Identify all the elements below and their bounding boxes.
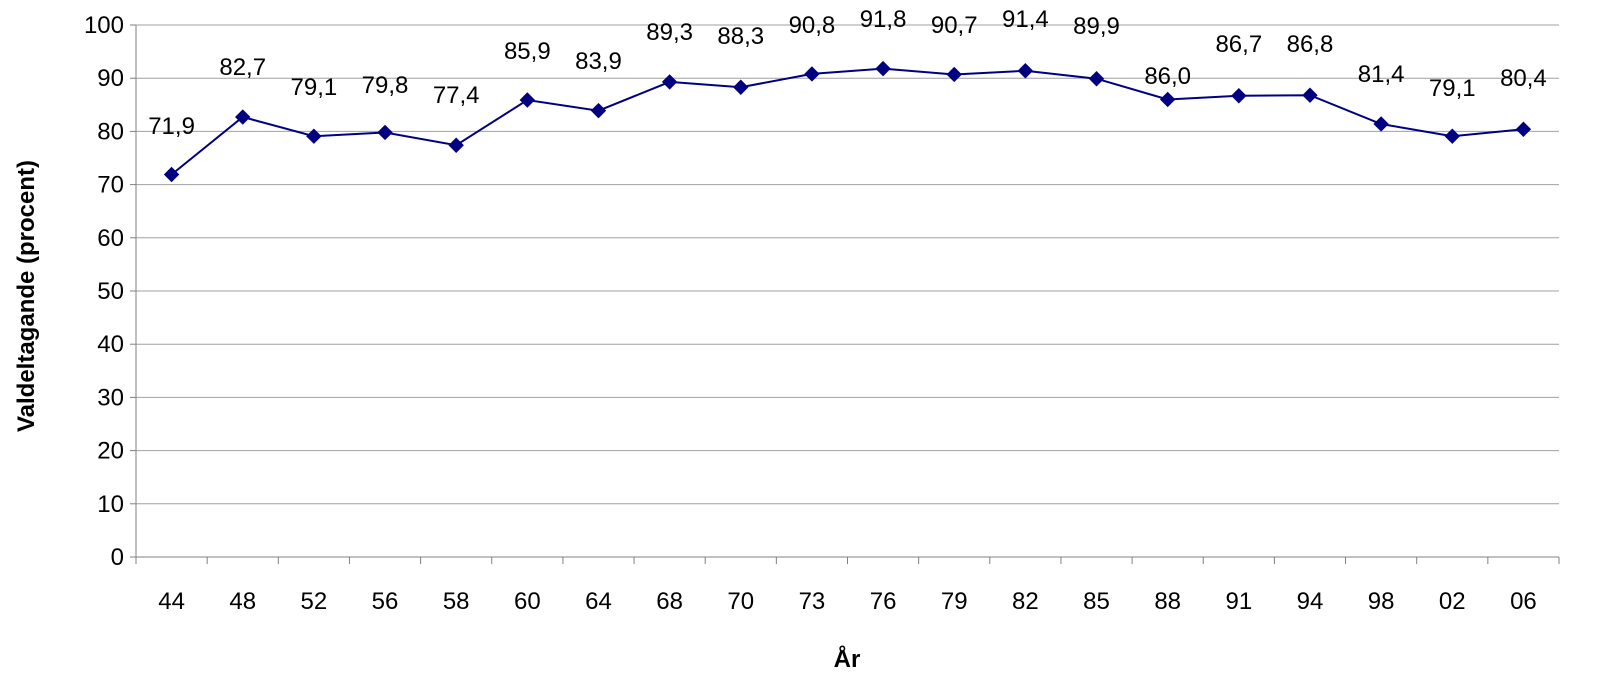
data-label: 86,8	[1287, 31, 1334, 58]
y-tick-label: 100	[84, 12, 124, 39]
series-votingturnout	[163, 60, 1532, 183]
data-point-marker	[519, 92, 536, 108]
y-tick-label: 10	[97, 491, 124, 518]
data-point-marker	[875, 60, 891, 77]
x-tick-label: 48	[229, 588, 256, 615]
x-tick-label: 76	[870, 588, 897, 615]
x-tick-label: 56	[372, 588, 399, 615]
x-tick-label: 44	[158, 588, 185, 615]
grid-lines	[136, 24, 1559, 505]
data-point-marker	[235, 109, 251, 125]
data-label: 71,9	[148, 113, 195, 140]
data-point-marker	[377, 124, 393, 141]
data-point-marker	[1017, 63, 1034, 79]
data-label: 80,4	[1500, 65, 1547, 92]
x-tick-label: 58	[443, 588, 470, 615]
y-tick-label: 90	[97, 65, 124, 92]
x-tick-label: 91	[1225, 588, 1252, 615]
data-point-marker	[661, 74, 678, 90]
data-point-marker	[1088, 71, 1105, 87]
y-tick-label: 60	[97, 225, 124, 252]
data-point-marker	[1159, 91, 1176, 108]
y-axis-title: Valdeltagande (procent)	[13, 160, 40, 432]
series-line	[170, 67, 1524, 176]
x-tick-label: 98	[1368, 588, 1395, 615]
data-label: 81,4	[1358, 61, 1405, 88]
y-tick-label: 80	[97, 118, 124, 145]
data-point-marker	[1373, 116, 1389, 132]
data-label: 77,4	[433, 82, 480, 109]
x-tick-label: 64	[585, 588, 612, 615]
data-point-marker	[590, 102, 607, 119]
x-tick-label: 70	[727, 588, 754, 615]
data-labels: 71,9 82,7 79,1 79,8 77,4 85,9 83,9 89,3 88,3 90,8…	[148, 6, 1547, 140]
x-tick-label: 88	[1154, 588, 1181, 615]
x-tick-labels: 44 48 52 56 58 60 64 68 70 73 76 79 82 85 88 91 94 98 02 06	[158, 588, 1537, 615]
data-label: 89,3	[646, 19, 693, 46]
y-tick-label: 50	[97, 278, 124, 305]
data-label: 90,8	[789, 12, 836, 39]
x-axis-title: År	[834, 645, 861, 673]
data-label: 86,0	[1144, 63, 1191, 90]
data-point-marker	[1515, 121, 1532, 137]
y-tick-label: 0	[111, 544, 124, 571]
data-point-marker	[306, 128, 322, 144]
data-label: 79,1	[1429, 75, 1476, 102]
x-tick-label: 06	[1510, 588, 1537, 615]
data-label: 89,9	[1073, 13, 1120, 40]
data-point-marker	[1231, 88, 1247, 104]
y-tick-label: 40	[97, 331, 124, 358]
data-point-marker	[1302, 87, 1318, 103]
data-label: 83,9	[575, 48, 622, 75]
axes	[130, 24, 1560, 564]
x-tick-label: 02	[1439, 588, 1466, 615]
y-tick-labels: 0 10 20 30 40 50 60 70 80 90 100	[84, 12, 124, 571]
data-label: 82,7	[219, 54, 266, 81]
data-label: 91,4	[1002, 6, 1049, 33]
y-tick-label: 30	[97, 384, 124, 411]
x-tick-label: 73	[799, 588, 826, 615]
data-point-marker	[1444, 128, 1460, 144]
data-point-marker	[163, 166, 180, 183]
data-point-marker	[804, 66, 820, 82]
x-tick-label: 94	[1297, 588, 1324, 615]
data-point-marker	[448, 137, 464, 153]
data-label: 85,9	[504, 38, 551, 65]
y-tick-label: 20	[97, 438, 124, 465]
x-tick-label: 60	[514, 588, 541, 615]
data-label: 79,1	[291, 74, 338, 101]
x-tick-label: 85	[1083, 588, 1110, 615]
data-point-marker	[946, 66, 962, 83]
data-label: 90,7	[931, 12, 978, 39]
data-label: 88,3	[717, 23, 764, 50]
data-label: 86,7	[1215, 31, 1262, 58]
x-tick-label: 52	[301, 588, 328, 615]
x-tick-label: 79	[941, 588, 968, 615]
data-label: 79,8	[362, 72, 409, 99]
x-tick-label: 68	[656, 588, 683, 615]
x-tick-label: 82	[1012, 588, 1039, 615]
y-tick-label: 70	[97, 172, 124, 199]
data-point-marker	[733, 79, 749, 95]
data-label: 91,8	[860, 6, 907, 33]
